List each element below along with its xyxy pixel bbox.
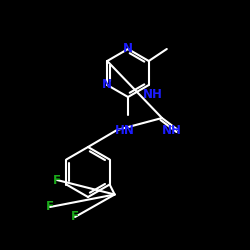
Text: F: F: [46, 200, 54, 213]
Text: F: F: [71, 210, 79, 224]
Text: F: F: [53, 174, 61, 186]
Text: HN: HN: [115, 124, 135, 136]
Text: N: N: [102, 78, 112, 92]
Text: NH: NH: [143, 88, 163, 102]
Text: NH: NH: [162, 124, 182, 136]
Text: N: N: [123, 42, 133, 56]
